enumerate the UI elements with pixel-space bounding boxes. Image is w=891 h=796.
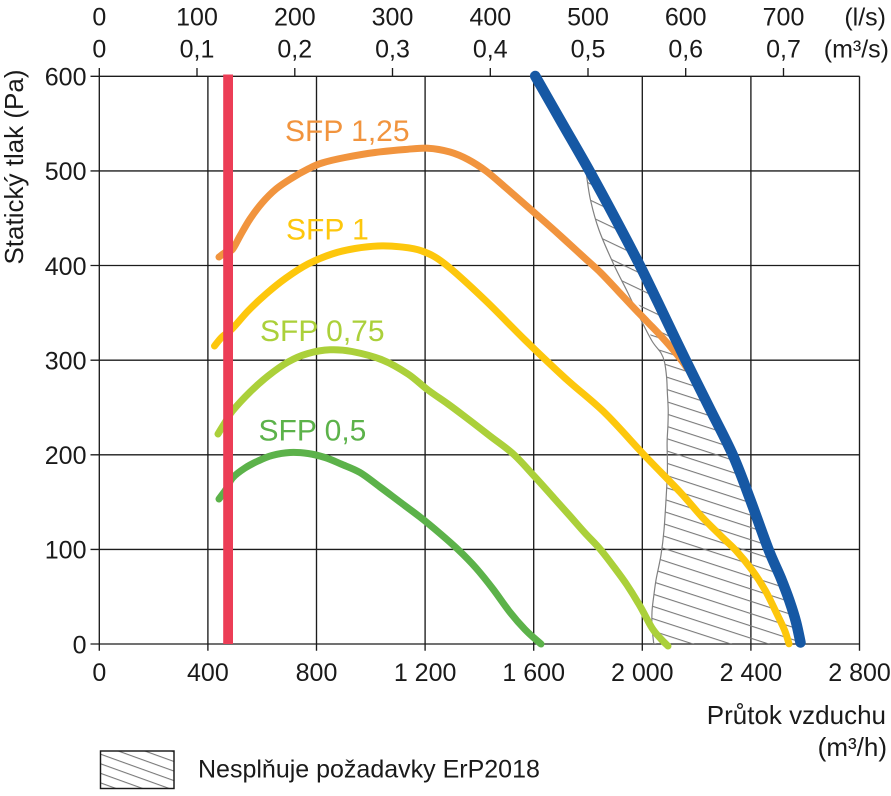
svg-text:Nesplňuje požadavky ErP2018: Nesplňuje požadavky ErP2018 [198, 756, 540, 784]
svg-text:0,5: 0,5 [571, 35, 606, 63]
svg-text:500: 500 [45, 158, 87, 186]
svg-text:SFP 0,75: SFP 0,75 [260, 315, 385, 348]
svg-text:(m³/h): (m³/h) [818, 732, 887, 762]
svg-text:Statický tlak (Pa): Statický tlak (Pa) [0, 69, 29, 264]
svg-text:300: 300 [45, 348, 87, 376]
svg-text:1 600: 1 600 [502, 659, 565, 687]
svg-text:0,7: 0,7 [766, 35, 801, 63]
svg-text:2 800: 2 800 [828, 659, 891, 687]
svg-text:100: 100 [176, 3, 218, 31]
svg-text:1 200: 1 200 [394, 659, 457, 687]
svg-text:2 400: 2 400 [720, 659, 783, 687]
svg-text:0: 0 [92, 35, 106, 63]
svg-text:200: 200 [274, 3, 316, 31]
svg-text:400: 400 [45, 253, 87, 281]
svg-text:SFP 1,25: SFP 1,25 [285, 115, 410, 148]
svg-text:(m³/s): (m³/s) [824, 35, 889, 63]
svg-text:(l/s): (l/s) [844, 3, 886, 31]
svg-text:700: 700 [763, 3, 805, 31]
svg-text:0,3: 0,3 [375, 35, 410, 63]
svg-text:0,1: 0,1 [180, 35, 215, 63]
svg-text:0: 0 [73, 631, 87, 659]
svg-text:300: 300 [372, 3, 414, 31]
svg-text:0,2: 0,2 [277, 35, 312, 63]
svg-text:500: 500 [567, 3, 609, 31]
svg-text:100: 100 [45, 537, 87, 565]
svg-text:SFP 1: SFP 1 [286, 214, 369, 247]
svg-text:Průtok vzduchu: Průtok vzduchu [707, 700, 886, 730]
svg-text:800: 800 [296, 659, 338, 687]
svg-text:0: 0 [92, 3, 106, 31]
svg-text:2 000: 2 000 [611, 659, 674, 687]
svg-text:0,4: 0,4 [473, 35, 508, 63]
svg-text:600: 600 [665, 3, 707, 31]
svg-text:400: 400 [469, 3, 511, 31]
svg-text:0: 0 [92, 659, 106, 687]
svg-text:0,6: 0,6 [668, 35, 703, 63]
svg-text:600: 600 [45, 64, 87, 92]
svg-text:400: 400 [187, 659, 229, 687]
svg-text:SFP 0,5: SFP 0,5 [259, 415, 367, 448]
svg-text:200: 200 [45, 442, 87, 470]
